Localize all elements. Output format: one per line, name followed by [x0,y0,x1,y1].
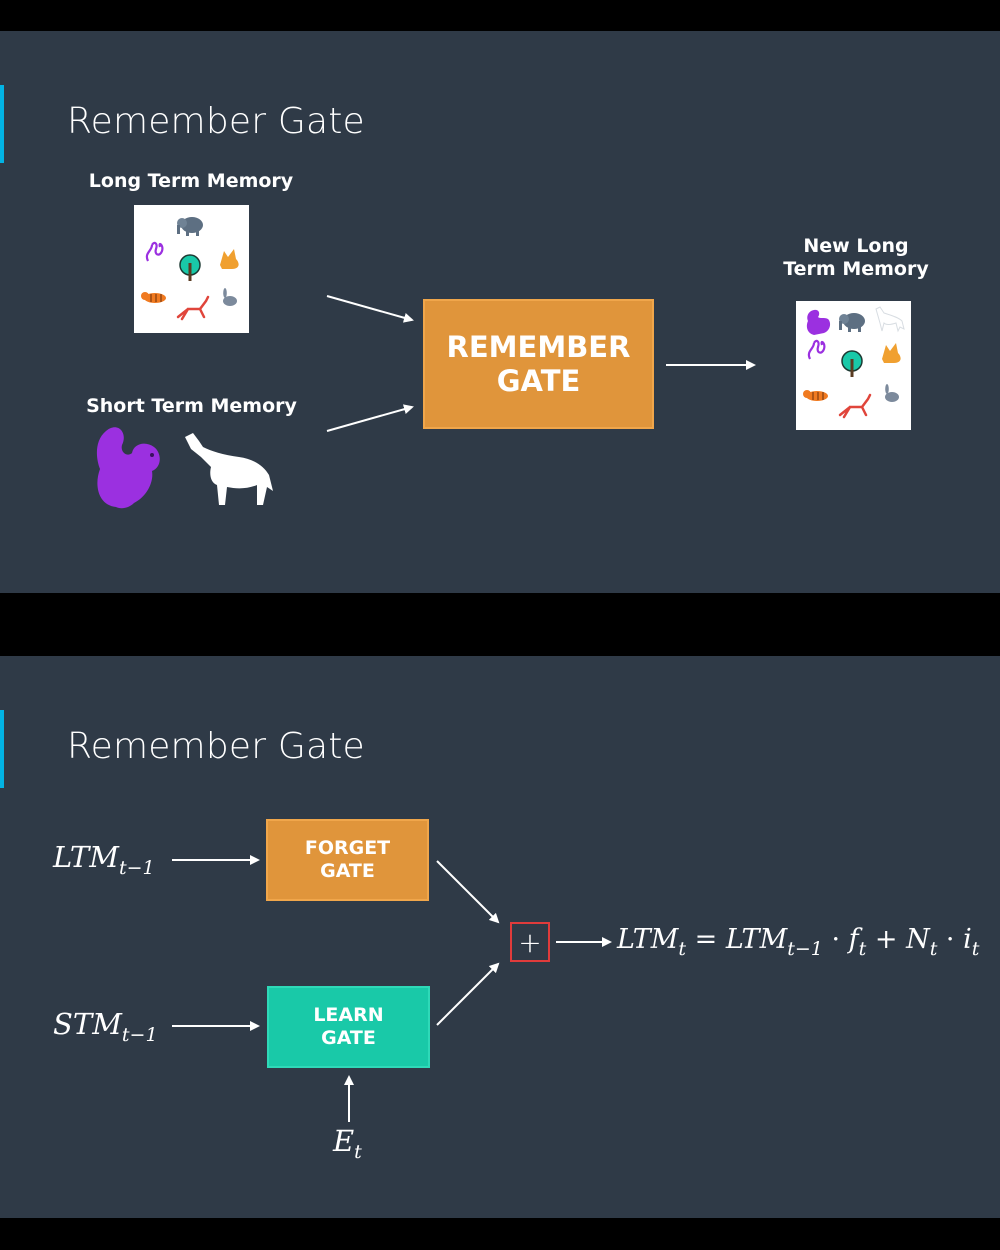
stm-label: Short Term Memory [86,395,297,417]
new-ltm-label: New Long Term Memory [760,235,952,281]
learn-gate-label-line1: LEARN [313,1004,384,1026]
remember-gate-box: REMEMBER GATE [423,299,654,429]
new-ltm-label-line1: New Long [803,235,909,257]
squirrel-icon [96,427,160,509]
plus-operator: + [510,922,550,962]
title-accent-bar [0,85,4,163]
snake-icon [145,241,164,262]
forget-gate-label-line1: FORGET [304,837,391,859]
rabbit-icon [885,384,899,402]
elephant-icon [177,217,203,236]
wolf-icon [185,433,273,505]
wolf-icon [875,306,905,333]
slide-remember-gate-equation: Remember Gate LTMt−1 STMt−1 Et FORGET GA… [0,656,1000,1218]
slide2-arrows [172,855,612,1122]
new-ltm-card [796,301,911,430]
arrow-learn-to-plus [436,962,500,1026]
arrow-stm-to-gate [326,404,414,432]
stm-prev-input: STMt−1 [53,1007,158,1046]
squirrel-icon [806,309,831,335]
tree-icon [841,350,863,377]
title-accent-bar [0,710,4,788]
ltm-label: Long Term Memory [88,170,294,192]
fox-icon [220,249,239,269]
ltm-prev-input: LTMt−1 [53,840,155,879]
tree-icon [179,254,201,281]
learn-gate-box: LEARN GATE [267,986,430,1068]
slide-title: Remember Gate [67,101,365,142]
ltm-equation: LTMt = LTMt−1 · ft + Nt · it [617,924,980,960]
new-ltm-label-line2: Term Memory [783,258,929,280]
forget-gate-label-line2: GATE [320,860,375,882]
slide1-arrows [326,295,756,432]
fox-icon [882,343,901,363]
learn-gate-label-line2: GATE [321,1027,376,1049]
remember-gate-label-line2: GATE [496,364,581,398]
ltm-card [134,205,249,333]
event-input: Et [333,1124,362,1163]
deer-icon [838,393,872,419]
tiger-icon [803,390,828,401]
snake-icon [807,339,826,360]
deer-icon [176,295,210,321]
elephant-icon [839,313,865,332]
arrow-ltm-to-gate [326,295,414,323]
slide-remember-gate-concept: Remember Gate Long Term Memory [0,31,1000,593]
tiger-icon [141,292,166,303]
forget-gate-box: FORGET GATE [266,819,429,901]
rabbit-icon [223,288,237,306]
remember-gate-label-line1: REMEMBER [446,330,631,364]
arrow-forget-to-plus [436,860,500,924]
slide-title: Remember Gate [67,726,365,767]
